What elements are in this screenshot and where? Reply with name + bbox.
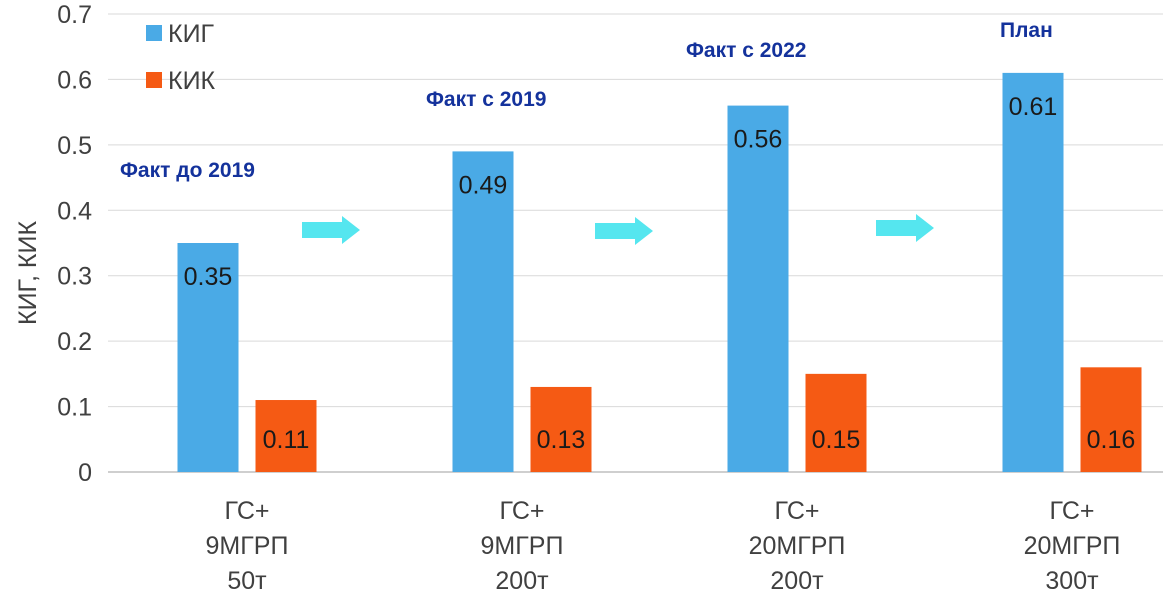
- y-tick-label: 0: [78, 459, 92, 487]
- category-label: 200т: [770, 567, 824, 595]
- data-labels: 0.35 0.11 0.49 0.13 0.56 0.15 0.61 0.16: [184, 93, 1136, 454]
- data-label-kik: 0.11: [263, 426, 310, 454]
- bar-kig: [1002, 72, 1064, 472]
- bar-kik: [530, 386, 592, 472]
- legend-label-kik: КИК: [168, 67, 216, 95]
- legend-swatch-kig: [146, 25, 162, 41]
- category-label: 50т: [227, 567, 267, 595]
- y-axis-ticks: 0 0.1 0.2 0.3 0.4 0.5 0.6 0.7: [57, 1, 92, 487]
- arrow-icon: [876, 214, 934, 242]
- bar-kik: [805, 373, 867, 472]
- category-label: ГС+: [774, 497, 819, 525]
- data-label-kig: 0.35: [184, 263, 233, 291]
- annotation: Факт с 2019: [426, 88, 546, 111]
- category-label: ГС+: [224, 497, 269, 525]
- legend: КИГ КИК: [146, 20, 216, 95]
- bar-kik: [1080, 367, 1142, 472]
- annotation: Факт до 2019: [120, 159, 255, 182]
- y-tick-label: 0.6: [57, 66, 92, 94]
- arrow-icon: [595, 217, 653, 245]
- annotation: Факт с 2022: [686, 39, 806, 62]
- category-label: 200т: [495, 567, 549, 595]
- y-tick-label: 0.1: [57, 394, 92, 422]
- category-label: 9МГРП: [481, 532, 564, 560]
- y-tick-label: 0.3: [57, 263, 92, 291]
- data-label-kik: 0.15: [812, 426, 861, 454]
- y-tick-label: 0.2: [57, 328, 92, 356]
- category-labels: ГС+ 9МГРП 50т ГС+ 9МГРП 200т ГС+ 20МГРП 200т ГС+ 2…: [206, 497, 1121, 595]
- y-tick-label: 0.4: [57, 197, 92, 225]
- gridlines: [108, 13, 1163, 408]
- data-label-kik: 0.13: [537, 426, 586, 454]
- category-label: 20МГРП: [749, 532, 846, 560]
- data-label-kig: 0.49: [459, 171, 508, 199]
- y-tick-label: 0.5: [57, 132, 92, 160]
- y-tick-label: 0.7: [57, 1, 92, 29]
- bar-kig: [177, 243, 239, 472]
- data-label-kik: 0.16: [1087, 426, 1136, 454]
- category-label: 300т: [1045, 567, 1099, 595]
- bar-kik: [255, 400, 317, 472]
- legend-label-kig: КИГ: [168, 20, 215, 48]
- bars: [177, 72, 1142, 472]
- category-label: 9МГРП: [206, 532, 289, 560]
- annotations: Факт до 2019 Факт с 2019 Факт с 2022 План: [120, 19, 1053, 182]
- arrows: [302, 214, 934, 245]
- data-label-kig: 0.56: [734, 126, 783, 154]
- category-label: 20МГРП: [1024, 532, 1121, 560]
- bar-kig: [452, 151, 514, 472]
- legend-swatch-kik: [146, 72, 162, 88]
- category-label: ГС+: [1049, 497, 1094, 525]
- annotation: План: [1000, 19, 1053, 42]
- y-axis-label: КИГ, КИК: [14, 221, 42, 325]
- data-label-kig: 0.61: [1009, 93, 1058, 121]
- bar-kig: [727, 105, 789, 472]
- arrow-icon: [302, 216, 360, 244]
- category-label: ГС+: [499, 497, 544, 525]
